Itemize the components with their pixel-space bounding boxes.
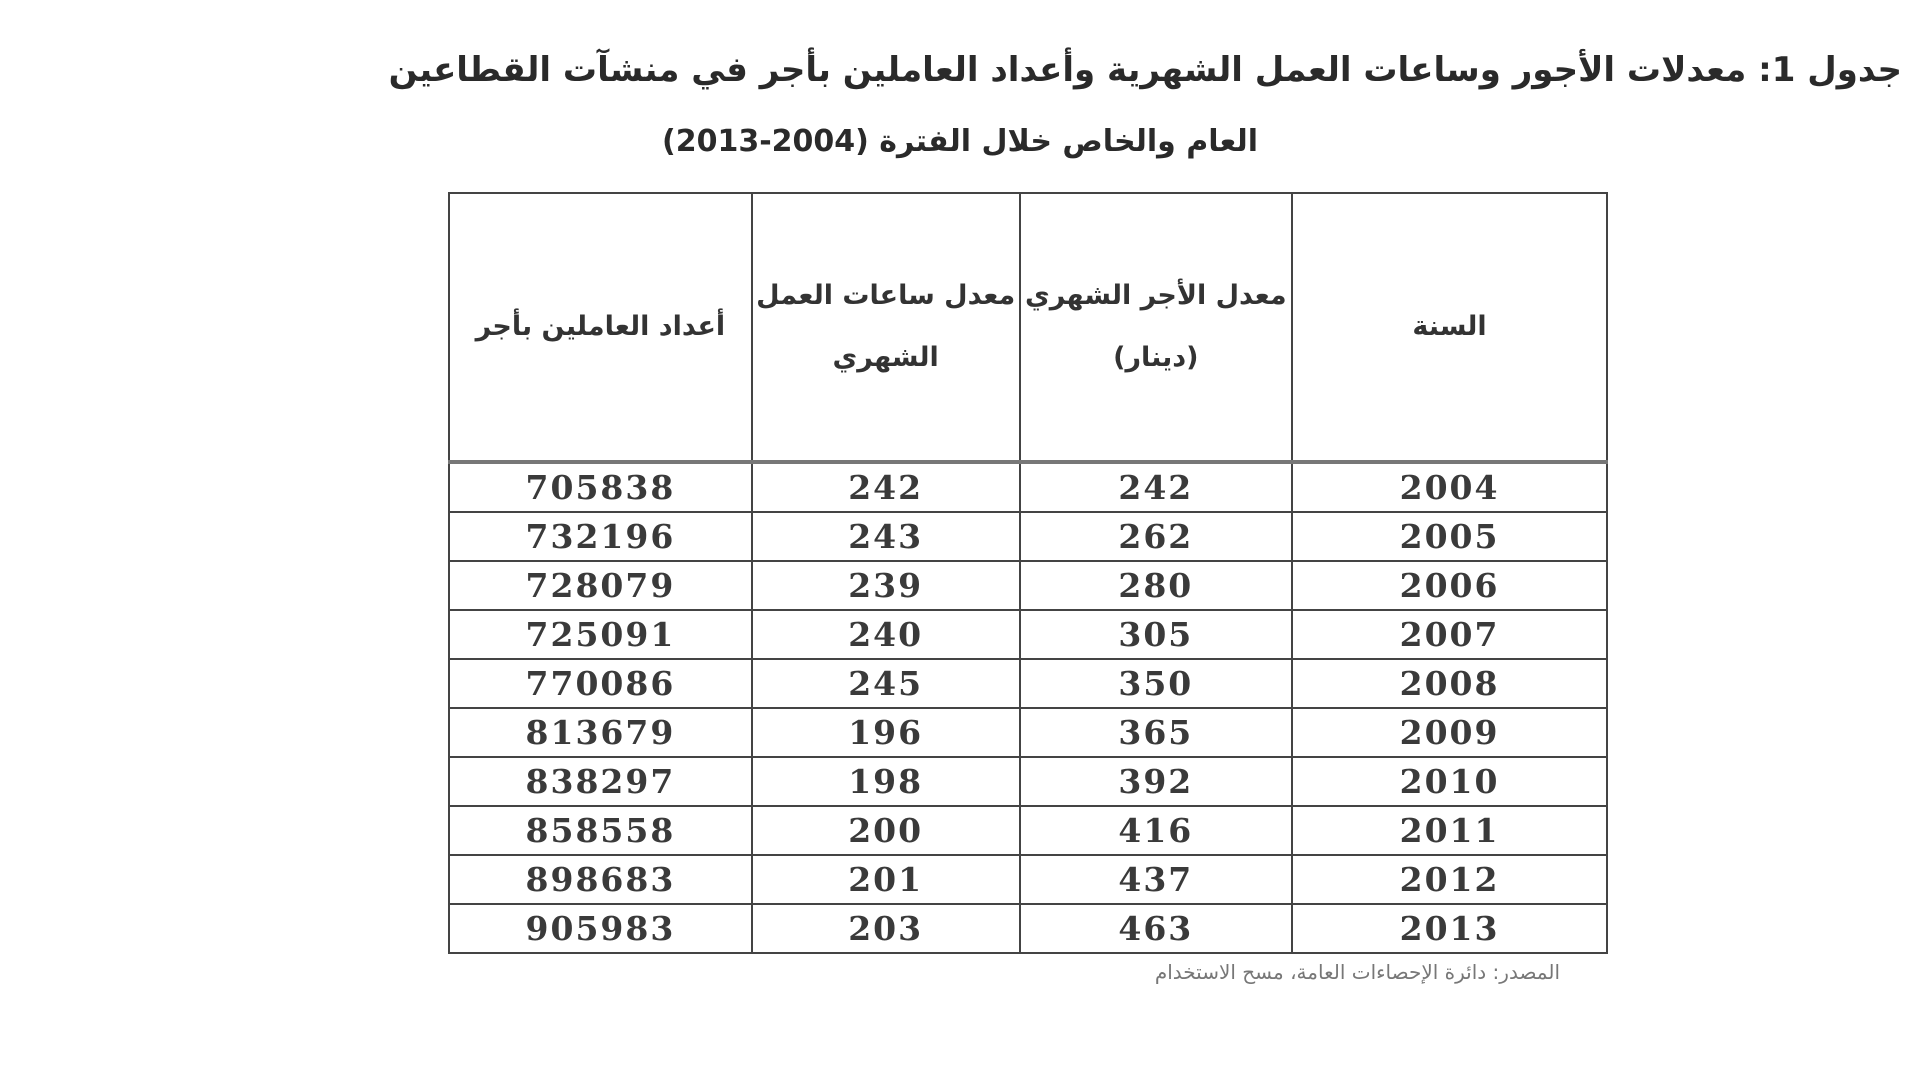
table-row: 2004 242 242 705838 (448, 461, 1608, 513)
header-paid-employees: أعداد العاملين بأجر (448, 192, 753, 463)
cell-paid-employees: 838297 (448, 756, 753, 807)
cell-year: 2009 (1291, 707, 1608, 758)
cell-avg-wage: 392 (1018, 756, 1294, 807)
cell-avg-hours: 203 (750, 903, 1021, 954)
cell-paid-employees: 898683 (448, 854, 753, 905)
cell-year: 2010 (1291, 756, 1608, 807)
table-row: 2008 350 245 770086 (448, 658, 1608, 709)
cell-avg-hours: 239 (750, 560, 1021, 611)
cell-year: 2012 (1291, 854, 1608, 905)
cell-paid-employees: 905983 (448, 903, 753, 954)
header-avg-hours: معدل ساعات العمل الشهري (750, 192, 1021, 463)
cell-avg-wage: 280 (1018, 560, 1294, 611)
table-title: جدول 1: معدلات الأجور وساعات العمل الشهر… (388, 50, 1902, 90)
table-row: 2011 416 200 858558 (448, 805, 1608, 856)
cell-avg-wage: 365 (1018, 707, 1294, 758)
cell-avg-hours: 240 (750, 609, 1021, 660)
cell-year: 2008 (1291, 658, 1608, 709)
cell-avg-wage: 416 (1018, 805, 1294, 856)
cell-year: 2004 (1291, 461, 1608, 513)
cell-avg-wage: 262 (1018, 511, 1294, 562)
cell-avg-hours: 243 (750, 511, 1021, 562)
source-note: المصدر: دائرة الإحصاءات العامة، مسح الاس… (1154, 960, 1560, 984)
table-subtitle: العام والخاص خلال الفترة (2004-2013) (661, 124, 1259, 159)
cell-paid-employees: 725091 (448, 609, 753, 660)
cell-avg-hours: 242 (750, 461, 1021, 513)
cell-paid-employees: 732196 (448, 511, 753, 562)
cell-year: 2013 (1291, 903, 1608, 954)
cell-year: 2006 (1291, 560, 1608, 611)
header-row: السنة معدل الأجر الشهري (دينار) معدل ساع… (448, 192, 1608, 463)
cell-avg-wage: 242 (1018, 461, 1294, 513)
table-row: 2012 437 201 898683 (448, 854, 1608, 905)
table-row: 2007 305 240 725091 (448, 609, 1608, 660)
cell-paid-employees: 813679 (448, 707, 753, 758)
data-table: السنة معدل الأجر الشهري (دينار) معدل ساع… (448, 192, 1608, 954)
cell-year: 2011 (1291, 805, 1608, 856)
header-avg-wage: معدل الأجر الشهري (دينار) (1018, 192, 1294, 463)
cell-avg-wage: 350 (1018, 658, 1294, 709)
cell-year: 2005 (1291, 511, 1608, 562)
cell-avg-hours: 198 (750, 756, 1021, 807)
cell-avg-wage: 305 (1018, 609, 1294, 660)
cell-paid-employees: 728079 (448, 560, 753, 611)
header-year: السنة (1291, 192, 1608, 463)
cell-avg-hours: 245 (750, 658, 1021, 709)
cell-avg-hours: 201 (750, 854, 1021, 905)
table-row: 2009 365 196 813679 (448, 707, 1608, 758)
cell-paid-employees: 705838 (448, 461, 753, 513)
table-row: 2005 262 243 732196 (448, 511, 1608, 562)
cell-avg-wage: 437 (1018, 854, 1294, 905)
cell-year: 2007 (1291, 609, 1608, 660)
table-row: 2013 463 203 905983 (448, 903, 1608, 954)
table-row: 2006 280 239 728079 (448, 560, 1608, 611)
cell-avg-hours: 200 (750, 805, 1021, 856)
cell-avg-hours: 196 (750, 707, 1021, 758)
cell-avg-wage: 463 (1018, 903, 1294, 954)
cell-paid-employees: 770086 (448, 658, 753, 709)
cell-paid-employees: 858558 (448, 805, 753, 856)
table-row: 2010 392 198 838297 (448, 756, 1608, 807)
